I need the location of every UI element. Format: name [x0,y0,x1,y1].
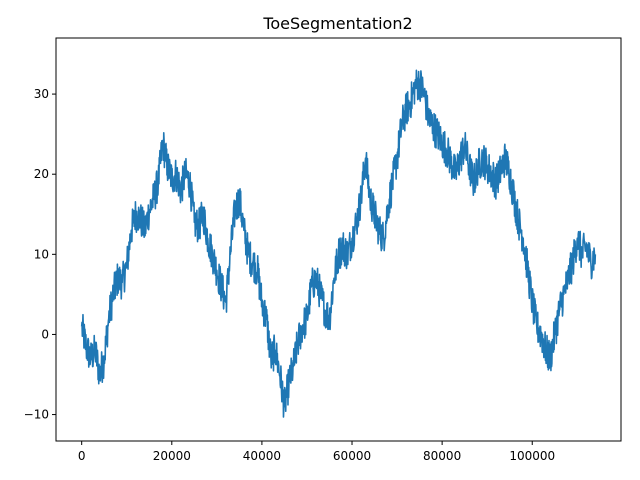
y-tick-label: 10 [34,247,49,261]
series-line-0 [80,69,597,418]
y-axis-ticks: −10 0 10 20 30 [24,87,56,422]
plot-frame [55,37,622,442]
x-tick-label: 100000 [509,449,555,463]
y-tick-label: 0 [41,327,49,341]
series-layer [80,69,597,418]
x-tick-label: 20000 [153,449,191,463]
y-tick-label: −10 [24,408,49,422]
x-axis-ticks: 0 20000 40000 60000 80000 100000 [78,441,555,463]
y-tick-label: 30 [34,87,49,101]
x-tick-label: 40000 [243,449,281,463]
chart-title: ToeSegmentation2 [262,14,412,33]
x-tick-label: 60000 [333,449,371,463]
x-tick-label: 0 [78,449,86,463]
y-tick-label: 20 [34,167,49,181]
x-tick-label: 80000 [423,449,461,463]
